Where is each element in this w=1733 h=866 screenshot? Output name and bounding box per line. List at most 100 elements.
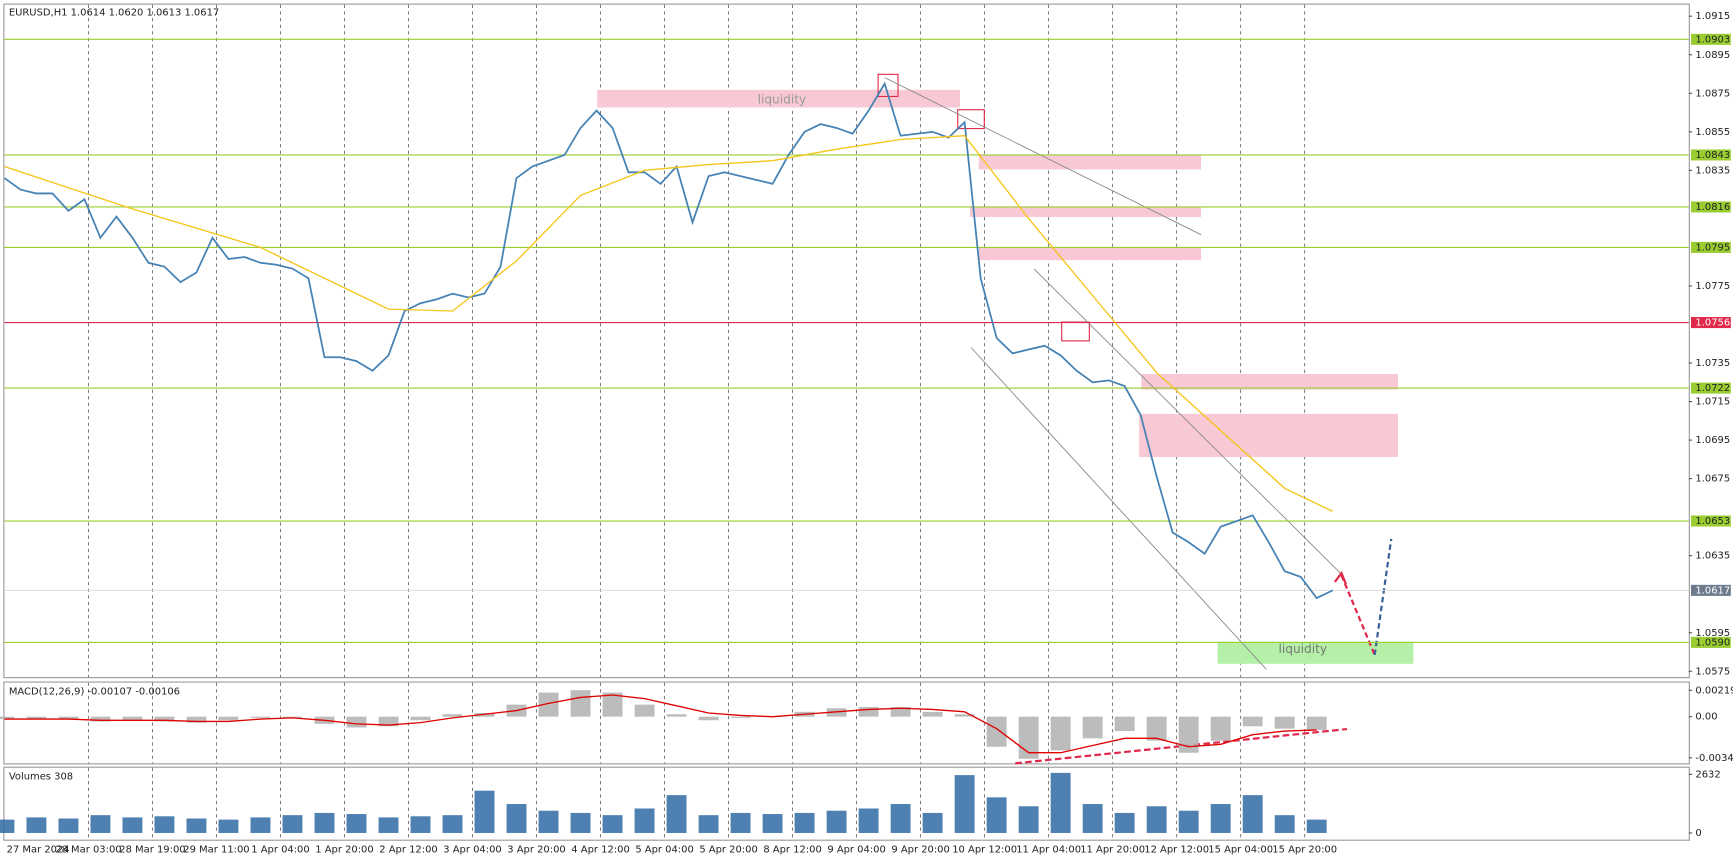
bar [1242,716,1263,727]
y-tick-label: 1.0735 [1695,358,1730,369]
bar [26,716,47,720]
y-tick-label: -0.00342 [1695,753,1733,764]
bar [1082,716,1103,739]
x-tick-label: 1 Apr 04:00 [251,845,309,856]
x-tick-label: 10 Apr 12:00 [952,845,1017,856]
bar [762,814,783,833]
bar [858,808,879,833]
x-tick-label: 3 Apr 20:00 [507,845,565,856]
bar [730,716,751,718]
x-tick-label: 3 Apr 04:00 [443,845,501,856]
bar [698,815,719,833]
bar [1274,815,1295,833]
bar [122,716,143,721]
level-label-box [1690,33,1731,45]
y-tick-label: 1.0695 [1695,435,1730,446]
price-panel [3,3,1690,679]
bar [538,692,559,717]
bar [58,818,79,833]
bar [314,812,335,833]
volume-panel [3,766,1690,841]
x-tick-label: 11 Apr 20:00 [1080,845,1145,856]
level-label: 1.0722 [1695,383,1730,394]
bar [794,812,815,833]
y-tick-label: 1.0835 [1695,165,1730,176]
y-tick-label: 0.00219 [1695,685,1733,696]
y-tick-label: 1.0575 [1695,666,1730,677]
bar [154,716,175,722]
supply-zone [1141,374,1398,390]
bar [1146,716,1167,741]
trend-line [884,77,1202,236]
volume-title: Volumes 308 [9,772,73,783]
x-tick-label: 27 Mar 2024 [7,845,70,856]
arrow-up [1373,538,1393,656]
bar [1114,716,1135,732]
x-tick-label: 5 Apr 04:00 [635,845,693,856]
x-tick-label: 28 Mar 19:00 [119,845,185,856]
x-tick-label: 15 Apr 04:00 [1208,845,1273,856]
bar [474,790,495,833]
marker-box [957,109,985,130]
bar [1178,716,1199,753]
liquidity-zone [597,89,960,108]
bar [858,707,879,717]
bar [634,704,655,717]
level-label: 1.0653 [1695,516,1730,527]
signal-line [4,694,1317,754]
y-tick-label: 1.0855 [1695,127,1730,138]
x-tick-label: 9 Apr 04:00 [827,845,885,856]
bar [1210,804,1231,833]
annotation: liquidity [758,92,807,106]
bar [122,817,143,833]
bar [1050,772,1071,833]
bar [1274,716,1295,729]
bar [1146,806,1167,833]
bar [1306,819,1327,833]
level-label: 1.0756 [1695,318,1730,329]
macd-panel [3,681,1690,765]
bar [218,716,239,721]
x-tick-label: 28 Mar 03:00 [55,845,121,856]
bar [186,818,207,833]
x-tick-label: 11 Apr 04:00 [1016,845,1081,856]
bar [250,817,271,833]
arrow-down [1340,574,1376,656]
bar [442,714,463,717]
y-tick-label: 0 [1695,828,1701,839]
bar [954,714,975,717]
price-line [4,135,1333,512]
y-tick-label: 1.0675 [1695,474,1730,485]
bar [1050,716,1071,751]
bar [666,795,687,833]
bar [890,804,911,833]
bar [634,808,655,833]
x-tick-label: 12 Apr 12:00 [1144,845,1209,856]
bar [922,711,943,717]
bar [346,716,367,728]
bar [602,692,623,717]
x-tick-label: 15 Apr 20:00 [1272,845,1337,856]
level-label-box [1690,201,1731,213]
bar [154,816,175,833]
divergence-line [1015,727,1348,765]
current-price-box [1690,584,1731,596]
bar [698,716,719,721]
bar [90,716,111,722]
bar [410,816,431,833]
bar [90,815,111,833]
bar [922,812,943,833]
zones [597,73,1414,765]
bar [250,716,271,718]
bar [0,716,15,720]
liquidity-zone [1217,641,1414,664]
bar [826,810,847,833]
bar [346,814,367,833]
level-label: 1.0590 [1695,637,1730,648]
bar [378,817,399,833]
bar [1018,806,1039,833]
level-label-box [1690,515,1731,527]
